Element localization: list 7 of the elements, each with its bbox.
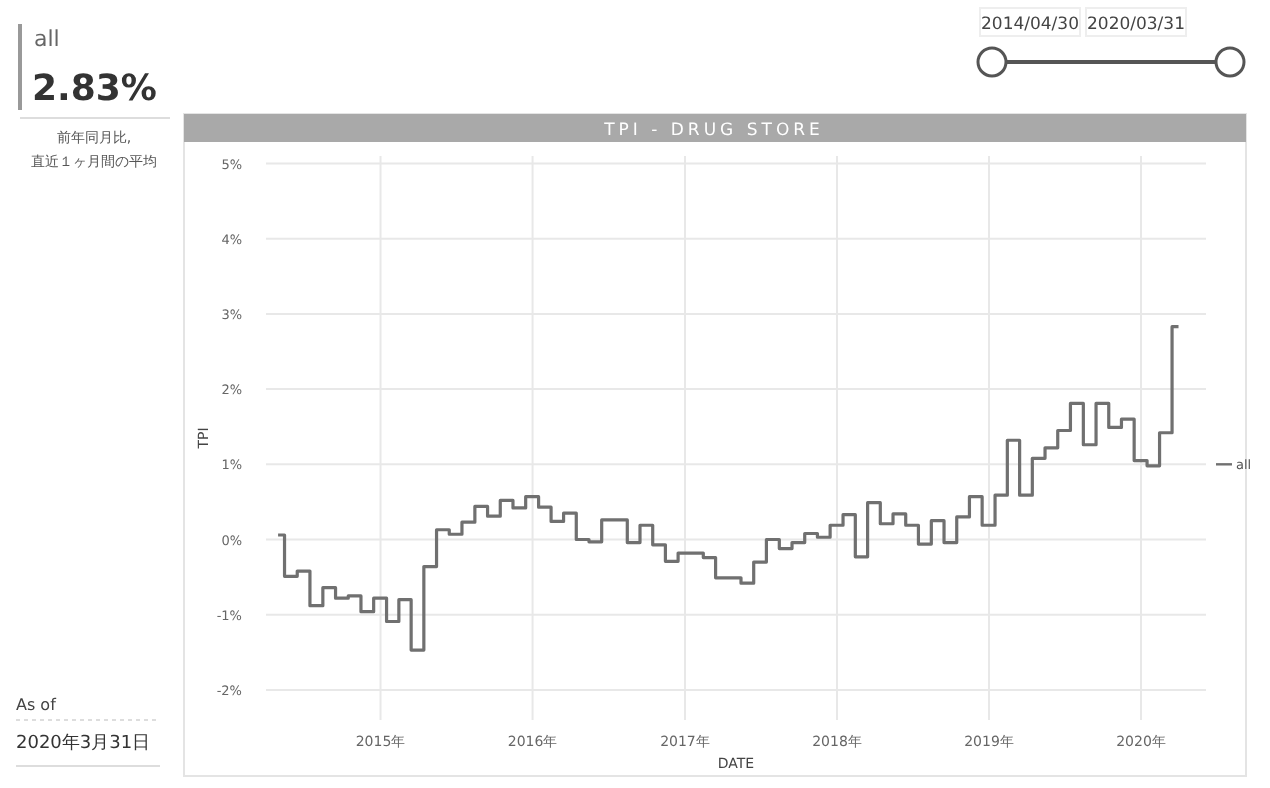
chart-title: TPI - DRUG STORE <box>602 121 824 141</box>
text: 2020年3月31日 <box>16 732 151 754</box>
text: all <box>34 26 60 52</box>
text: 2014/04/30 <box>981 15 1079 35</box>
text: 2020/03/31 <box>1087 15 1185 35</box>
text: As of <box>16 696 57 714</box>
text: 2.83% <box>32 68 157 110</box>
